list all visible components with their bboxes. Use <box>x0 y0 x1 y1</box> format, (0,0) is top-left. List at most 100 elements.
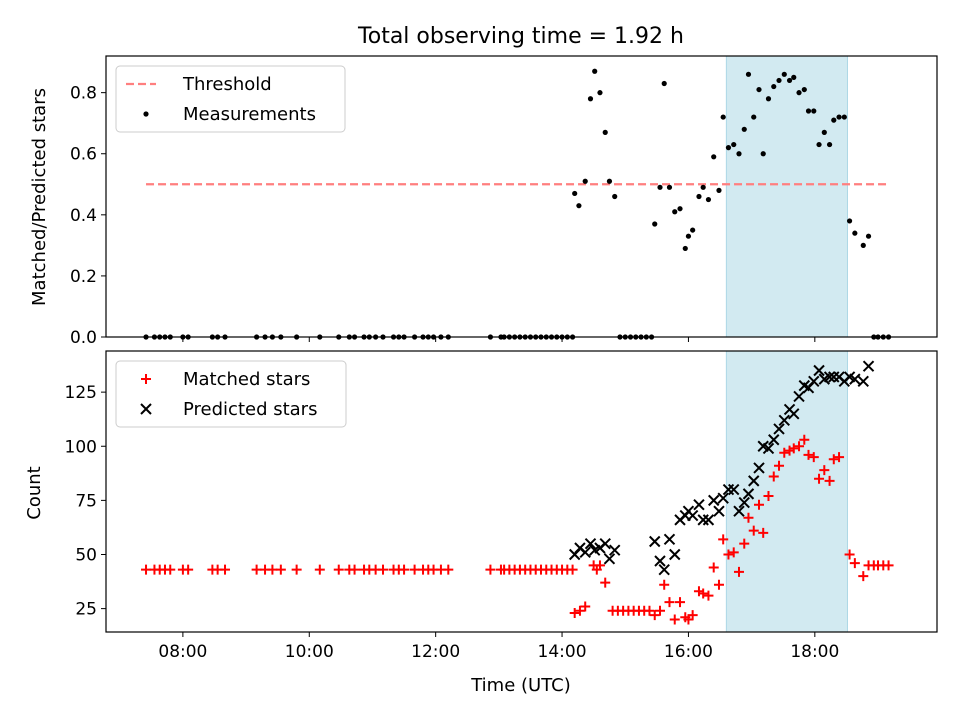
legend-label: Predicted stars <box>183 399 317 420</box>
predicted-point <box>857 375 869 388</box>
predicted-point <box>663 533 676 546</box>
predicted-point <box>579 546 591 559</box>
predicted-point <box>669 548 681 561</box>
measurement-point <box>786 77 793 84</box>
measurement-point <box>696 193 702 200</box>
matched-point <box>708 562 719 573</box>
predicted-point <box>603 553 616 565</box>
matched-point <box>220 564 231 575</box>
measurement-point <box>796 90 802 96</box>
measurement-point <box>606 178 613 184</box>
axes-frame <box>105 350 938 633</box>
matched-point <box>314 564 325 575</box>
measurement-point <box>860 242 866 248</box>
measurement-point <box>760 151 766 157</box>
matched-point <box>883 560 894 571</box>
matched-point <box>378 564 388 575</box>
ratio-axis-label: Matched/Predicted stars <box>29 88 50 306</box>
predicted-point <box>697 514 709 526</box>
matched-point <box>399 564 410 575</box>
predicted-point <box>609 544 621 556</box>
measurement-point <box>841 114 847 120</box>
measurement-point <box>682 245 688 252</box>
measurement-point <box>771 83 777 90</box>
measurement-point <box>776 77 782 84</box>
measurement-point <box>582 178 588 184</box>
measurement-point <box>781 71 787 77</box>
measurement-point <box>791 74 797 80</box>
x-tick-label: 10:00 <box>285 642 334 662</box>
measurement-point <box>602 129 608 135</box>
legend-predicted-swatch <box>140 403 152 415</box>
predicted-point <box>742 488 755 500</box>
count-panel: 25 50 75 100 125 08:00 10:00 12:00 14:00 16:00 18:… <box>65 350 938 662</box>
measurement-point <box>657 184 663 190</box>
measurement-point <box>597 90 603 96</box>
measurement-point <box>741 126 747 132</box>
measurement-point <box>690 227 696 233</box>
measurement-point <box>745 71 752 77</box>
matched-point <box>739 538 750 549</box>
legend: Matched stars Predicted stars <box>115 360 347 428</box>
matched-point <box>267 564 278 575</box>
measurement-point <box>661 80 667 87</box>
measurement-point <box>751 114 757 120</box>
measurement-point <box>720 114 726 120</box>
predicted-point <box>708 494 720 507</box>
predicted-point <box>728 483 740 496</box>
y-tick-label: 0.6 <box>70 145 97 165</box>
matched-point <box>675 597 686 608</box>
axes-frame <box>105 55 938 338</box>
measurement-point <box>852 230 858 236</box>
measurement-point <box>831 117 837 123</box>
matched-point <box>141 564 152 575</box>
measurement-point <box>685 233 692 239</box>
predicted-point <box>762 442 775 455</box>
predicted-point <box>862 360 875 372</box>
y-tick-label: 25 <box>75 600 97 620</box>
x-tick-label: 16:00 <box>664 642 713 662</box>
series-matched-stars <box>141 434 894 625</box>
legend-box <box>115 65 346 133</box>
measurement-point <box>725 145 732 151</box>
matched-point <box>849 558 860 569</box>
matched-point <box>687 610 698 621</box>
matched-point <box>659 579 670 590</box>
predicted-point <box>733 505 745 517</box>
predicted-point <box>654 555 666 567</box>
predicted-point <box>753 462 765 474</box>
measurement-point <box>765 96 772 102</box>
matched-point <box>485 564 496 575</box>
matched-point <box>858 571 869 582</box>
measurement-point <box>716 187 722 193</box>
predicted-point <box>686 509 699 522</box>
matched-point <box>655 605 665 616</box>
matched-point <box>165 564 176 575</box>
ratio-panel: 0.0 0.2 0.4 0.6 0.8 Threshold Measurements <box>70 55 938 348</box>
y-tick-label: 0.0 <box>70 328 97 348</box>
matched-point <box>779 447 790 458</box>
matched-point <box>275 564 286 575</box>
measurement-point <box>821 129 827 135</box>
measurement-point <box>711 154 717 160</box>
matched-point <box>569 607 580 618</box>
matched-point <box>768 471 779 482</box>
x-tick-label: 08:00 <box>158 642 207 662</box>
matched-point <box>824 475 835 486</box>
matched-point <box>649 610 660 621</box>
matched-point <box>251 564 262 575</box>
measurement-point <box>587 96 594 102</box>
x-tick-label: 14:00 <box>538 642 587 662</box>
measurement-point <box>826 141 833 148</box>
measurement-point <box>756 86 762 93</box>
predicted-point <box>693 498 705 511</box>
predicted-point <box>748 475 760 487</box>
y-tick-label: 50 <box>75 545 97 565</box>
matched-point <box>803 449 814 460</box>
matched-point <box>698 588 709 599</box>
matched-point <box>794 441 805 452</box>
matched-point <box>183 564 194 575</box>
matched-point <box>443 564 454 575</box>
predicted-point <box>599 537 611 550</box>
measurement-point <box>731 141 737 148</box>
